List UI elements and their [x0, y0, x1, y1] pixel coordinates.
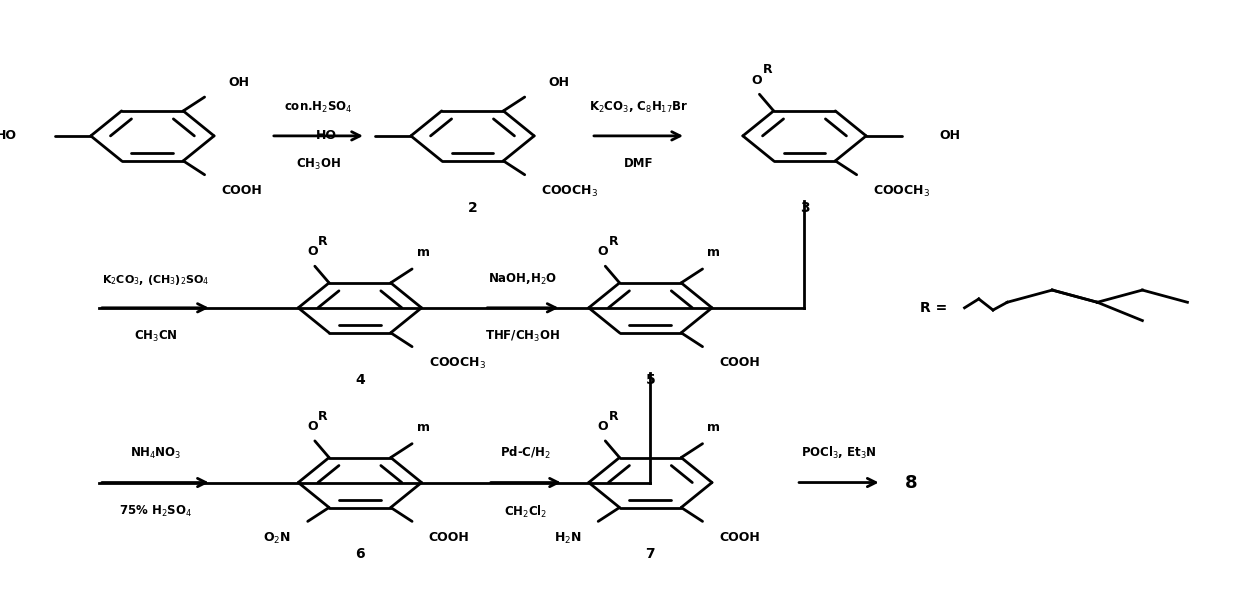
Text: OH: OH — [228, 75, 249, 89]
Text: COOCH$_3$: COOCH$_3$ — [429, 356, 486, 371]
Text: OH: OH — [548, 75, 569, 89]
Text: OH: OH — [940, 129, 961, 143]
Text: DMF: DMF — [624, 157, 653, 170]
Text: O$_2$N: O$_2$N — [263, 531, 291, 546]
Text: CH$_3$CN: CH$_3$CN — [134, 329, 177, 344]
Text: K$_2$CO$_3$, C$_8$H$_{17}$Br: K$_2$CO$_3$, C$_8$H$_{17}$Br — [589, 99, 688, 115]
Text: 2: 2 — [467, 201, 477, 215]
Text: HO: HO — [0, 129, 17, 143]
Text: 7: 7 — [646, 547, 655, 561]
Text: NaOH,H$_2$O: NaOH,H$_2$O — [489, 271, 558, 287]
Text: m: m — [707, 246, 720, 259]
Text: 6: 6 — [355, 547, 365, 561]
Text: R: R — [319, 410, 327, 423]
Text: R: R — [319, 235, 327, 248]
Text: m: m — [417, 420, 430, 434]
Text: POCl$_3$, Et$_3$N: POCl$_3$, Et$_3$N — [801, 445, 877, 461]
Text: COOCH$_3$: COOCH$_3$ — [542, 184, 599, 199]
Text: COOH: COOH — [719, 531, 760, 544]
Text: COOH: COOH — [221, 184, 262, 197]
Text: 4: 4 — [355, 373, 365, 387]
Text: O: O — [308, 420, 317, 433]
Text: m: m — [707, 420, 720, 434]
Text: m: m — [417, 246, 430, 259]
Text: O: O — [751, 74, 763, 86]
Text: 3: 3 — [800, 201, 810, 215]
Text: 8: 8 — [905, 474, 918, 492]
Text: con.H$_2$SO$_4$: con.H$_2$SO$_4$ — [284, 99, 352, 115]
Text: R: R — [763, 63, 773, 76]
Text: O: O — [598, 246, 609, 258]
Text: R: R — [609, 410, 619, 423]
Text: O: O — [598, 420, 609, 433]
Text: COOCH$_3$: COOCH$_3$ — [873, 184, 930, 199]
Text: H$_2$N: H$_2$N — [554, 531, 582, 546]
Text: THF/CH$_3$OH: THF/CH$_3$OH — [485, 329, 560, 344]
Text: COOH: COOH — [719, 356, 760, 369]
Text: COOH: COOH — [429, 531, 470, 544]
Text: R: R — [609, 235, 619, 248]
Text: O: O — [308, 246, 317, 258]
Text: CH$_2$Cl$_2$: CH$_2$Cl$_2$ — [505, 504, 548, 520]
Text: HO: HO — [316, 129, 337, 143]
Text: 5: 5 — [646, 373, 655, 387]
Text: Pd-C/H$_2$: Pd-C/H$_2$ — [500, 445, 552, 461]
Text: 75% H$_2$SO$_4$: 75% H$_2$SO$_4$ — [119, 504, 192, 519]
Text: K$_2$CO$_3$, (CH$_3$)$_2$SO$_4$: K$_2$CO$_3$, (CH$_3$)$_2$SO$_4$ — [102, 273, 210, 287]
Text: CH$_3$OH: CH$_3$OH — [296, 157, 341, 172]
Text: NH$_4$NO$_3$: NH$_4$NO$_3$ — [130, 446, 181, 461]
Text: R =: R = — [920, 301, 947, 315]
